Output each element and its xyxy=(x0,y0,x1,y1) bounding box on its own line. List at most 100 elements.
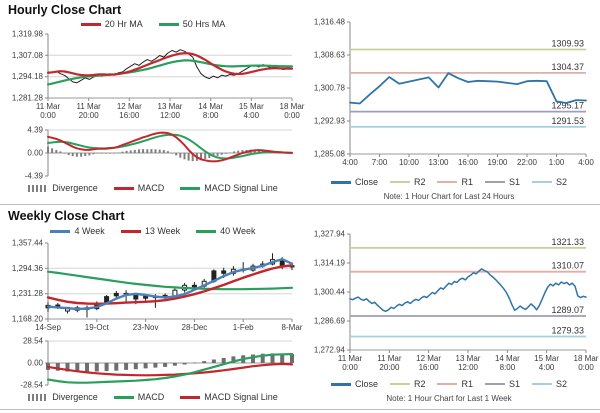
svg-text:12:00: 12:00 xyxy=(160,111,181,120)
legend-item-20hr-ma: 20 Hr MA xyxy=(80,19,143,29)
svg-text:18 Mar: 18 Mar xyxy=(574,354,599,363)
w40-line-swatch-icon xyxy=(196,229,217,233)
legend-item-40week: 40 Week xyxy=(196,226,256,236)
svg-text:1,319.98: 1,319.98 xyxy=(12,30,44,39)
svg-text:23-Nov: 23-Nov xyxy=(133,323,159,332)
svg-text:1-Feb: 1-Feb xyxy=(233,323,254,332)
ma20-line-swatch-icon xyxy=(80,22,101,26)
legend-item-divergence: Divergence xyxy=(28,183,98,193)
svg-text:1,292.93: 1,292.93 xyxy=(314,117,346,126)
svg-text:28.54: 28.54 xyxy=(23,337,44,346)
svg-text:13 Mar: 13 Mar xyxy=(456,354,481,363)
weekly-ma-legend: 4 Week 13 Week 40 Week xyxy=(8,226,298,236)
svg-text:14-Sep: 14-Sep xyxy=(35,323,61,332)
svg-text:4:00: 4:00 xyxy=(342,158,358,167)
legend-item-divergence-weekly: Divergence xyxy=(28,392,98,402)
svg-text:1295.17: 1295.17 xyxy=(551,101,584,111)
bottom-divider xyxy=(0,409,600,410)
svg-text:1,231.28: 1,231.28 xyxy=(12,289,44,298)
legend-item-macd-signal: MACD Signal Line xyxy=(180,183,278,193)
svg-text:16:00: 16:00 xyxy=(419,363,440,372)
w4-line-swatch-icon xyxy=(50,229,71,233)
weekly-1w-pivot-chart: 1,327.94 1,314.19 1,300.44 1,286.69 1,272.94… xyxy=(314,230,599,373)
hourly-ma-legend: 20 Hr MA 50 Hrs MA xyxy=(8,19,298,29)
svg-text:1,327.94: 1,327.94 xyxy=(314,230,346,239)
ma50-line-swatch-icon xyxy=(158,22,179,26)
svg-text:0:00: 0:00 xyxy=(40,111,56,120)
weekly-chart-title: Weekly Close Chart xyxy=(8,209,125,223)
macd-signal-line-swatch-icon xyxy=(180,395,201,399)
legend-item-s2: S2 xyxy=(532,379,567,389)
svg-text:1291.53: 1291.53 xyxy=(551,116,584,126)
svg-text:1,272.94: 1,272.94 xyxy=(314,346,346,355)
svg-text:1289.07: 1289.07 xyxy=(551,305,584,315)
svg-text:1:00: 1:00 xyxy=(549,158,565,167)
r1-label: R1 xyxy=(461,177,473,187)
legend-item-r1: R1 xyxy=(437,379,473,389)
svg-text:0.00: 0.00 xyxy=(27,149,43,158)
legend-item-macd-weekly: MACD xyxy=(113,392,165,402)
svg-text:8:00: 8:00 xyxy=(203,111,219,120)
legend-item-r1: R1 xyxy=(437,177,473,187)
svg-text:0.00: 0.00 xyxy=(27,359,43,368)
svg-text:1304.37: 1304.37 xyxy=(551,62,584,72)
svg-text:-4.39: -4.39 xyxy=(25,172,44,181)
r2-label: R2 xyxy=(413,177,426,187)
ma20-label: 20 Hr MA xyxy=(104,19,143,29)
svg-text:1,286.69: 1,286.69 xyxy=(314,317,346,326)
svg-text:20:00: 20:00 xyxy=(79,111,100,120)
svg-text:1,314.19: 1,314.19 xyxy=(314,259,346,268)
svg-text:1279.33: 1279.33 xyxy=(551,326,584,336)
r2-label: R2 xyxy=(413,379,426,389)
w40-label: 40 Week xyxy=(220,226,256,236)
hourly-chart-title: Hourly Close Chart xyxy=(8,3,122,17)
svg-text:11 Mar: 11 Mar xyxy=(377,354,402,363)
svg-text:11 Mar: 11 Mar xyxy=(338,354,363,363)
svg-text:15 Mar: 15 Mar xyxy=(534,354,559,363)
legend-item-macd: MACD xyxy=(113,183,164,193)
svg-text:-28.54: -28.54 xyxy=(20,381,43,390)
svg-text:8:00: 8:00 xyxy=(500,363,516,372)
close-line-swatch-icon xyxy=(330,382,351,386)
legend-item-50hr-ma: 50 Hrs MA xyxy=(158,19,225,29)
hourly-24h-note: Note: 1 Hour Chart for Last 24 Hours xyxy=(383,192,515,201)
svg-text:18 Mar: 18 Mar xyxy=(280,102,305,111)
svg-text:16:00: 16:00 xyxy=(119,111,140,120)
svg-text:22:00: 22:00 xyxy=(517,158,538,167)
svg-text:4:00: 4:00 xyxy=(578,158,594,167)
svg-text:1,308.63: 1,308.63 xyxy=(314,51,346,60)
svg-text:12:00: 12:00 xyxy=(458,363,479,372)
legend-item-4week: 4 Week xyxy=(50,226,105,236)
macd-label: MACD xyxy=(137,392,165,402)
svg-text:1,357.44: 1,357.44 xyxy=(12,239,44,248)
legend-item-s2: S2 xyxy=(532,177,567,187)
s1-line-swatch-icon xyxy=(485,383,505,385)
svg-text:1310.07: 1310.07 xyxy=(551,261,584,271)
svg-text:4:00: 4:00 xyxy=(539,363,555,372)
weekly-macd-legend: Divergence MACD MACD Signal Line xyxy=(8,392,298,402)
svg-text:11 Mar: 11 Mar xyxy=(36,102,61,111)
svg-text:1,307.08: 1,307.08 xyxy=(12,51,44,60)
legend-item-r2: R2 xyxy=(389,177,426,187)
svg-text:1321.33: 1321.33 xyxy=(551,237,584,247)
legend-item-macd-signal-weekly: MACD Signal Line xyxy=(180,392,278,402)
w4-label: 4 Week xyxy=(74,226,105,236)
macd-signal-line-swatch-icon xyxy=(180,186,201,190)
divergence-bars-swatch-icon xyxy=(28,184,49,192)
weekly-macd-chart: 28.54 0.00 -28.54 xyxy=(20,337,294,390)
svg-text:7:00: 7:00 xyxy=(372,158,388,167)
divergence-bars-swatch-icon xyxy=(28,393,49,401)
svg-text:19:00: 19:00 xyxy=(487,158,508,167)
svg-text:1,316.48: 1,316.48 xyxy=(314,18,346,27)
legend-item-13week: 13 Week xyxy=(120,226,180,236)
r1-label: R1 xyxy=(461,379,473,389)
hourly-24h-pivot-chart: 1,316.48 1,308.63 1,300.78 1,292.93 1,285.08… xyxy=(314,18,594,168)
divergence-label: Divergence xyxy=(52,183,98,193)
svg-text:1309.93: 1309.93 xyxy=(551,39,584,49)
s2-line-swatch-icon xyxy=(532,383,553,385)
legend-item-close: Close xyxy=(330,379,378,389)
macd-line-swatch-icon xyxy=(113,395,134,399)
svg-text:20:00: 20:00 xyxy=(379,363,400,372)
svg-text:13 Mar: 13 Mar xyxy=(158,102,183,111)
